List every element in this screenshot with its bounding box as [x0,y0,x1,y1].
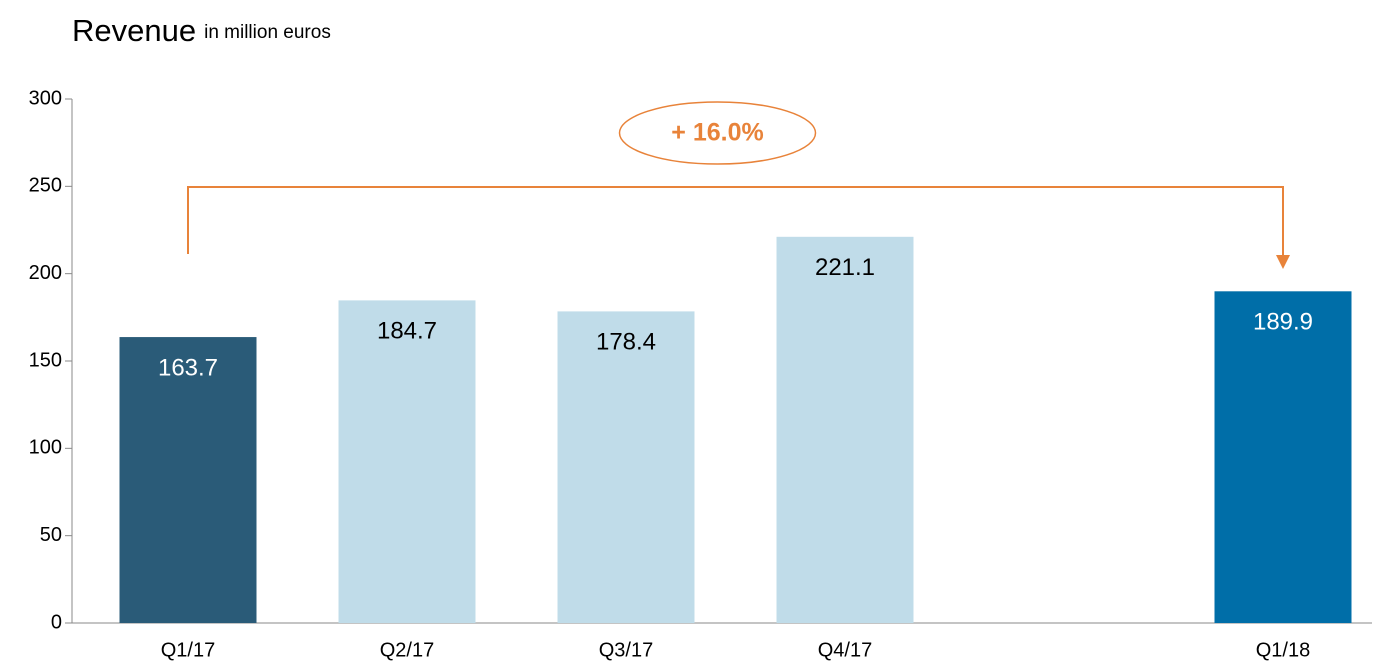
bar [1214,291,1352,623]
y-tick-label: 250 [29,175,62,197]
y-tick-label: 300 [29,87,62,109]
x-tick-label: Q2/17 [380,639,434,661]
value-label: 163.7 [158,354,218,381]
x-tick-label: Q1/18 [1256,639,1310,661]
bar [557,311,695,623]
bar [119,337,257,623]
title: Revenue [72,13,196,48]
bracket [187,186,1284,257]
bar [338,300,476,623]
x-tick-label: Q4/17 [818,639,872,661]
y-tick-label: 200 [29,262,62,284]
y-tick-label: 50 [40,524,62,546]
x-tick-label: Q3/17 [599,639,653,661]
annotation-ellipse [618,101,817,165]
x-tick-label: Q1/17 [161,639,215,661]
subtitle: in million euros [204,22,331,43]
value-label: 189.9 [1253,309,1313,336]
y-tick-label: 150 [29,349,62,371]
y-tick-label: 0 [51,611,62,633]
bar [776,236,914,623]
arrow-head [1276,255,1290,269]
value-label: 221.1 [815,254,875,281]
annotation: + 16.0% [671,119,763,147]
chart-title: Revenue in million euros [72,13,331,48]
value-label: 178.4 [596,329,656,356]
value-label: 184.7 [377,318,437,345]
y-tick-label: 100 [29,437,62,459]
